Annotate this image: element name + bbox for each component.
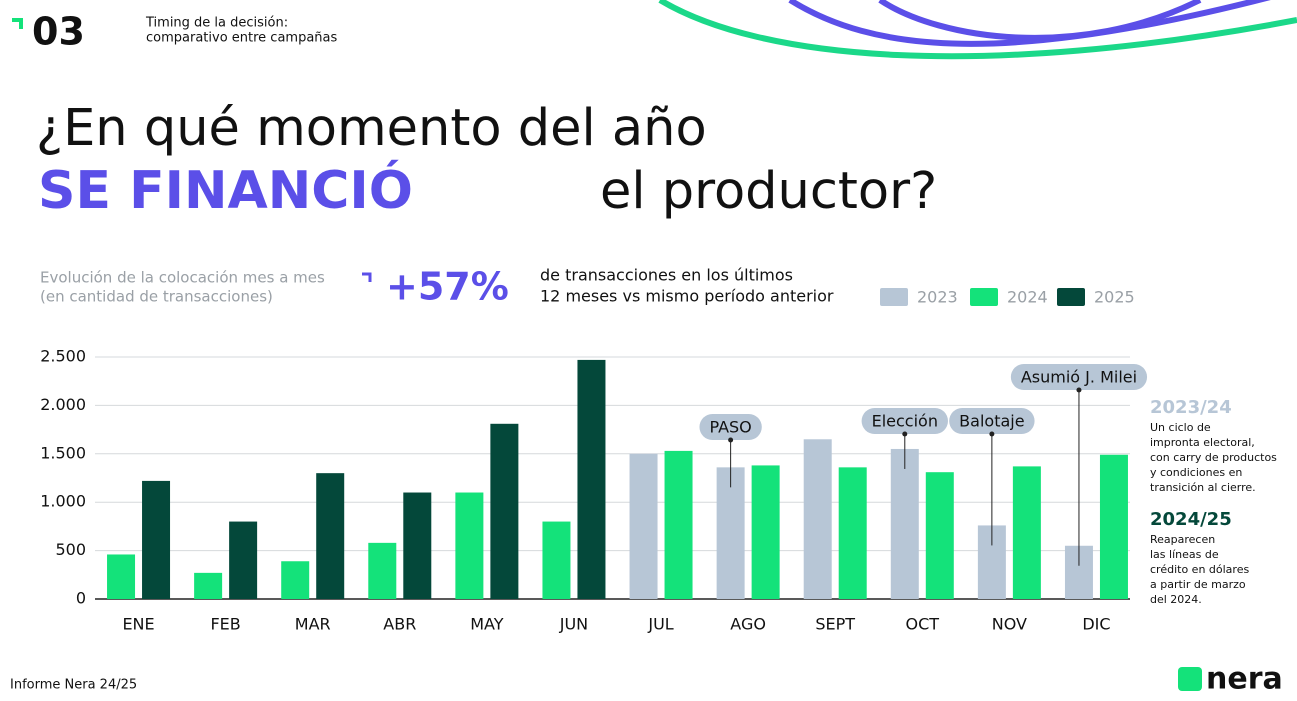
annotation-pill — [861, 408, 948, 434]
x-tick-label: AGO — [730, 615, 766, 634]
legend-label: 2023 — [917, 288, 958, 307]
bar — [925, 472, 954, 599]
x-tick-label: MAR — [295, 615, 331, 634]
bar — [1012, 466, 1041, 599]
note-text: transición al cierre. — [1150, 481, 1256, 494]
caption: Timing de la decisión: — [145, 16, 288, 31]
legend-swatch — [1057, 288, 1085, 306]
headline-highlight: SE FINANCIÓ — [38, 159, 413, 221]
x-tick-label: JUN — [559, 615, 588, 634]
bar — [194, 572, 223, 599]
section-number: 03 — [32, 10, 85, 54]
note-text: las líneas de — [1150, 548, 1219, 561]
x-tick-label: JUL — [647, 615, 673, 634]
corner-mark — [12, 18, 23, 29]
note-text: con carry de productos — [1150, 451, 1277, 464]
bar — [281, 561, 310, 599]
note-text: Reaparecen — [1150, 533, 1215, 546]
x-tick-label: DIC — [1082, 615, 1110, 634]
x-tick-label: ABR — [383, 615, 416, 634]
note-text: a partir de marzo — [1150, 578, 1246, 591]
decor — [658, 0, 1297, 60]
y-tick-label: 0 — [76, 589, 86, 608]
headline: ¿En qué momento del año — [36, 99, 707, 158]
x-tick-label: SEPT — [815, 615, 855, 634]
note-title: 2024/25 — [1150, 509, 1232, 530]
annotation-label: Asumió J. Milei — [1021, 368, 1137, 387]
annotation-pill — [699, 414, 762, 440]
note-text: crédito en dólares — [1150, 563, 1249, 576]
legend-label: 2024 — [1007, 288, 1048, 307]
note-title: 2023/24 — [1150, 397, 1232, 418]
annotation-label: PASO — [709, 418, 751, 437]
decor — [878, 0, 1202, 41]
bar — [716, 467, 745, 599]
x-tick-label: OCT — [906, 615, 940, 634]
y-tick-label: 1.500 — [40, 443, 86, 462]
y-tick-label: 1.000 — [40, 492, 86, 511]
annotation-dot — [1076, 387, 1082, 393]
subtitle: (en cantidad de transacciones) — [40, 288, 273, 306]
annotation-dot — [902, 431, 908, 437]
annotation-label: Balotaje — [959, 412, 1024, 431]
bar — [142, 480, 171, 599]
x-tick-label: ENE — [122, 615, 154, 634]
stat-text: 12 meses vs mismo período anterior — [540, 287, 834, 306]
annotation-dot — [728, 437, 734, 443]
bar — [803, 439, 832, 599]
x-tick-label: FEB — [210, 615, 240, 634]
annotation-dot — [989, 431, 995, 437]
legend-swatch — [880, 288, 908, 306]
bar — [751, 465, 780, 599]
logo-mark — [1178, 667, 1202, 691]
decor — [788, 0, 1271, 47]
bar — [403, 492, 432, 599]
y-tick-label: 2.000 — [40, 395, 86, 414]
bar — [455, 492, 484, 599]
bar — [542, 521, 571, 599]
note-text: Un ciclo de — [1150, 421, 1211, 434]
bar — [107, 554, 136, 599]
subtitle: Evolución de la colocación mes a mes — [40, 269, 325, 287]
bar — [229, 521, 258, 599]
note-text: del 2024. — [1150, 593, 1202, 606]
bar — [629, 453, 658, 599]
x-tick-label: NOV — [992, 615, 1027, 634]
legend-label: 2025 — [1094, 288, 1135, 307]
stat-text: de transacciones en los últimos — [540, 266, 793, 285]
bar — [316, 473, 345, 599]
bar — [664, 450, 693, 599]
y-tick-label: 500 — [55, 540, 86, 559]
corner-mark — [362, 272, 372, 282]
bar — [490, 423, 519, 599]
footer: Informe Nera 24/25 — [10, 678, 137, 693]
bar — [368, 542, 397, 599]
bar — [1099, 454, 1128, 599]
bar — [838, 467, 867, 599]
brand: nera — [1206, 662, 1283, 697]
caption: comparativo entre campañas — [146, 31, 338, 46]
bar — [577, 359, 606, 599]
x-tick-label: MAY — [470, 615, 504, 634]
annotation-pill — [1010, 364, 1148, 390]
annotation-label: Elección — [872, 412, 938, 431]
note-text: y condiciones en — [1150, 466, 1242, 479]
note-text: impronta electoral, — [1150, 436, 1255, 449]
bar — [890, 448, 919, 599]
legend-swatch — [970, 288, 998, 306]
y-tick-label: 2.500 — [40, 347, 86, 366]
annotation-pill — [949, 408, 1035, 434]
stat-value: +57% — [386, 265, 509, 309]
headline: el productor? — [600, 162, 937, 221]
